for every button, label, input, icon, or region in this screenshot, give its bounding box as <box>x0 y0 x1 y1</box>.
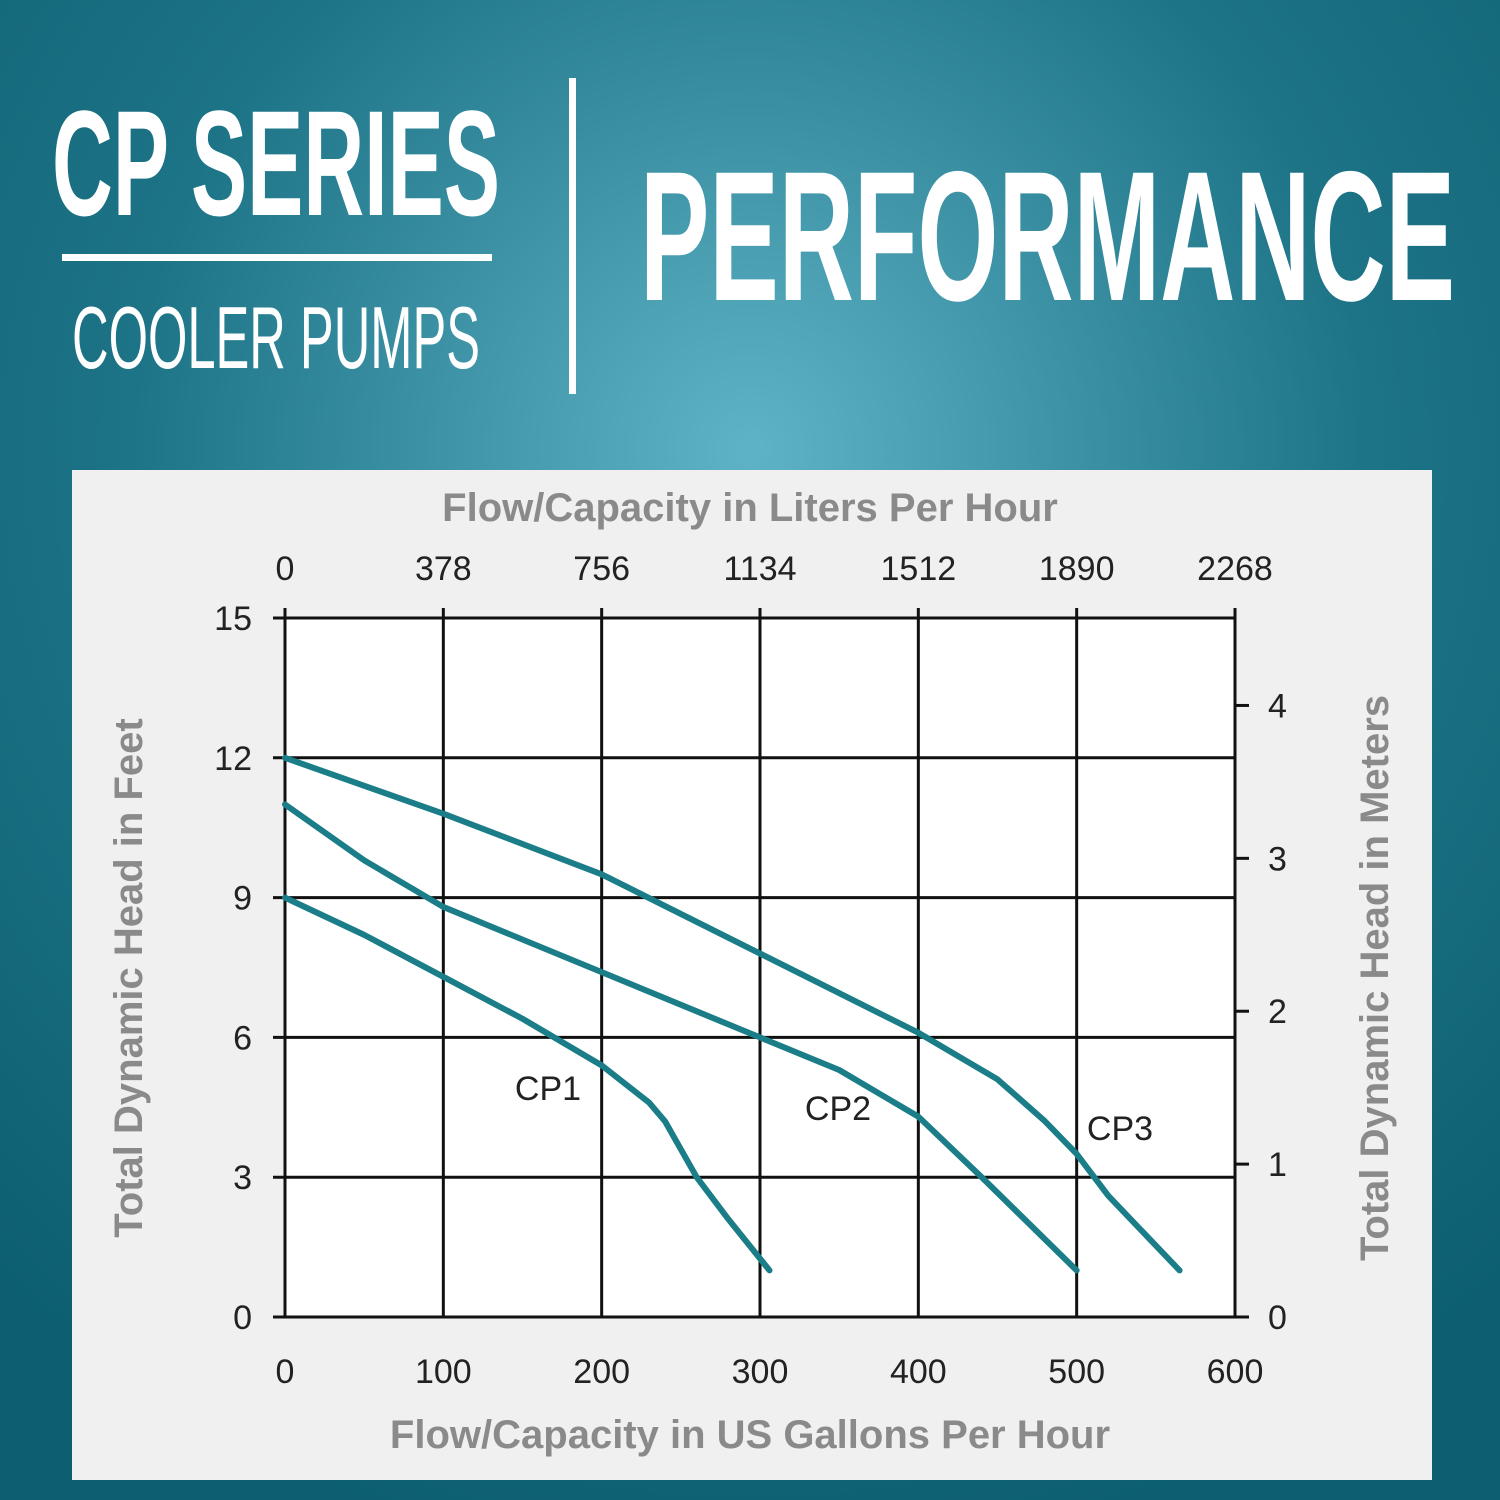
x-tick-label: 0 <box>276 1353 295 1391</box>
y-axis-title: Total Dynamic Head in Feet <box>107 718 151 1237</box>
x2-tick-label: 2268 <box>1197 550 1273 588</box>
subtitle: COOLER PUMPS <box>72 288 480 387</box>
y2-axis-title: Total Dynamic Head in Meters <box>1353 695 1397 1261</box>
y-tick-label: 12 <box>214 740 252 778</box>
y-tick-label: 3 <box>233 1159 252 1197</box>
x-tick-label: 300 <box>732 1353 789 1391</box>
y2-tick-label: 0 <box>1268 1299 1287 1337</box>
divider <box>569 78 576 394</box>
x2-tick-label: 756 <box>573 550 630 588</box>
x-tick-label: 600 <box>1207 1353 1264 1391</box>
y-tick-label: 0 <box>233 1299 252 1337</box>
x2-tick-label: 378 <box>415 550 472 588</box>
series-title: CP SERIES <box>52 79 500 247</box>
y-tick-label: 15 <box>214 600 252 638</box>
curve-label: CP2 <box>805 1090 871 1128</box>
y2-tick-label: 2 <box>1268 993 1287 1031</box>
x2-tick-label: 1512 <box>881 550 957 588</box>
curve-label: CP1 <box>515 1070 581 1108</box>
x2-axis-title: Flow/Capacity in Liters Per Hour <box>442 486 1058 530</box>
x-tick-label: 100 <box>415 1353 472 1391</box>
x-tick-label: 500 <box>1048 1353 1105 1391</box>
x-tick-label: 400 <box>890 1353 947 1391</box>
x2-tick-label: 1134 <box>723 550 796 588</box>
x-axis-title: Flow/Capacity in US Gallons Per Hour <box>390 1413 1110 1457</box>
underline <box>62 254 492 261</box>
y2-tick-label: 1 <box>1268 1146 1287 1184</box>
y2-tick-label: 3 <box>1268 840 1287 878</box>
x2-tick-label: 1890 <box>1039 550 1115 588</box>
pump-curve <box>282 754 1183 1274</box>
x-tick-label: 200 <box>573 1353 630 1391</box>
page-title: PERFORMANCE <box>640 134 1455 340</box>
y-tick-label: 9 <box>233 880 252 918</box>
x2-tick-label: 0 <box>276 550 295 588</box>
pump-curve <box>282 801 1080 1274</box>
curve-label: CP3 <box>1087 1110 1153 1148</box>
pump-curve <box>282 894 773 1274</box>
y2-tick-label: 4 <box>1268 687 1287 725</box>
y-tick-label: 6 <box>233 1019 252 1057</box>
